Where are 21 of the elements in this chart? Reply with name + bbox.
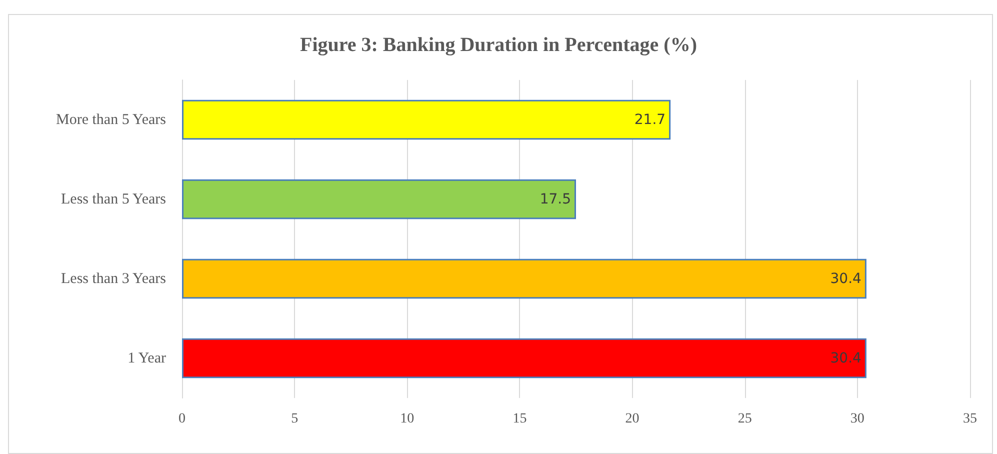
x-tick-label: 20 [625, 412, 640, 426]
x-tick-label: 25 [738, 412, 752, 426]
y-tick-label: Less than 3 Years [61, 270, 166, 287]
bar [182, 338, 866, 378]
bar [182, 179, 576, 220]
y-tick-label: 1 Year [128, 350, 166, 366]
bar [182, 258, 866, 299]
bar [182, 100, 671, 140]
data-label: 17.5 [540, 191, 571, 208]
x-tick-label: 5 [291, 412, 298, 426]
x-tick-label: 30 [850, 412, 864, 426]
y-tick-label: Less than 5 Years [61, 191, 166, 208]
x-tick-label: 35 [963, 412, 977, 426]
y-tick-label: More than 5 Years [56, 112, 166, 128]
data-label: 21.7 [634, 112, 666, 128]
x-tick-label: 10 [400, 412, 414, 426]
x-tick-label: 15 [512, 412, 527, 426]
x-tick-label: 0 [178, 412, 186, 426]
data-label: 30.4 [830, 270, 862, 287]
data-label: 30.4 [830, 350, 862, 366]
chart-title: Figure 3: Banking Duration in Percentage (%) [300, 34, 698, 56]
